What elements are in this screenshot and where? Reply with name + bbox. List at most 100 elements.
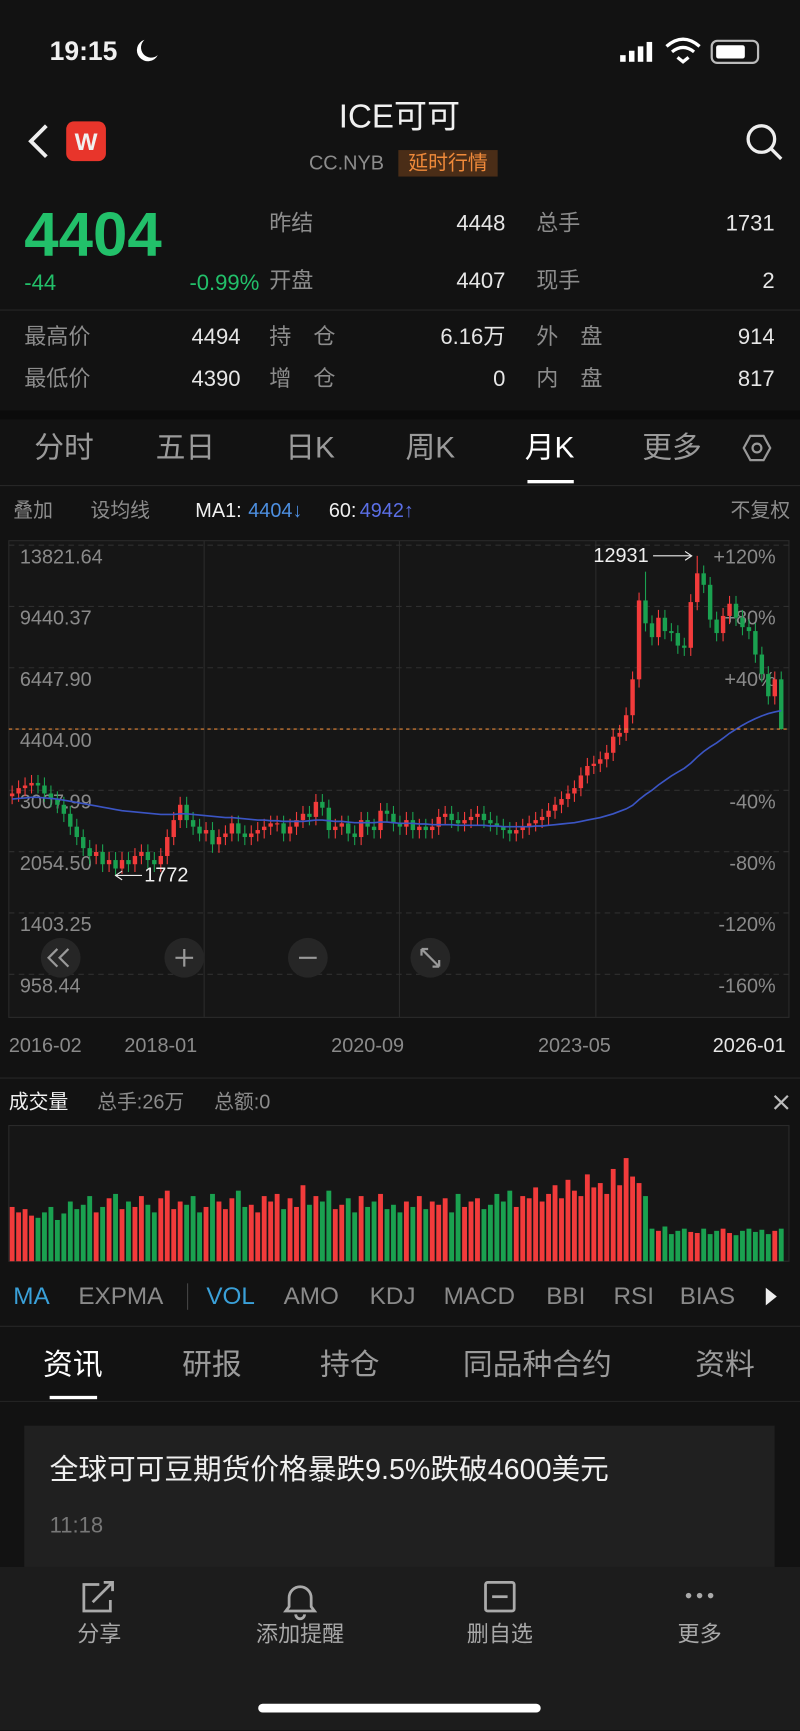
- volume-bar: [578, 1196, 584, 1262]
- volume-bar: [416, 1196, 422, 1262]
- candle-body: [48, 793, 54, 800]
- set-ma-button[interactable]: 设均线: [90, 500, 150, 522]
- scroll-left-button[interactable]: [40, 937, 81, 978]
- settings-button[interactable]: [742, 434, 772, 462]
- search-button[interactable]: [746, 124, 783, 161]
- candle-body: [42, 785, 47, 794]
- candle-body: [145, 852, 151, 861]
- volume-bar: [93, 1212, 99, 1262]
- candle-body: [636, 600, 642, 680]
- volume-bar: [229, 1198, 235, 1262]
- remove-watchlist-button[interactable]: [484, 1580, 516, 1613]
- price: 4404: [24, 201, 162, 270]
- back-button[interactable]: [28, 124, 48, 159]
- candle-body: [766, 674, 771, 697]
- volume-bar: [494, 1193, 500, 1262]
- volume-bar: [630, 1176, 636, 1262]
- candle-body: [410, 820, 416, 831]
- adjust-button[interactable]: 不复权: [730, 500, 790, 522]
- alert-button[interactable]: [283, 1585, 318, 1621]
- max-annotation: 12931: [593, 545, 648, 567]
- period-tab[interactable]: 分时: [34, 432, 94, 465]
- moon-icon: [136, 39, 158, 62]
- candle-body: [539, 816, 545, 821]
- period-tab[interactable]: 五日: [156, 432, 216, 465]
- close-volume-button[interactable]: [773, 1094, 789, 1110]
- field-label: 最高价: [24, 324, 90, 349]
- period-tab-active[interactable]: 月K: [525, 432, 575, 465]
- action-label: 删自选: [467, 1622, 533, 1647]
- section-gap: [0, 410, 800, 420]
- share-button[interactable]: [82, 1580, 114, 1613]
- volume-bar: [332, 1209, 338, 1262]
- volume-bar: [462, 1206, 467, 1262]
- candle-body: [507, 830, 513, 834]
- total-volume: 总手:26万: [97, 1091, 184, 1113]
- candle-body: [565, 793, 571, 800]
- volume-bar: [61, 1213, 67, 1262]
- volume-bar: [268, 1201, 274, 1262]
- volume-bar: [222, 1209, 228, 1262]
- candle-body: [591, 763, 597, 766]
- logo: [66, 121, 106, 162]
- zoom-in-button[interactable]: [164, 937, 205, 978]
- volume-bar: [520, 1196, 526, 1262]
- action-label: 添加提醒: [256, 1622, 344, 1647]
- candle-body: [430, 826, 435, 831]
- indicator-tab[interactable]: BIAS: [680, 1283, 735, 1310]
- candle-body: [61, 804, 67, 814]
- period-tab[interactable]: 更多: [642, 432, 702, 465]
- indicator-tab[interactable]: MACD: [444, 1283, 515, 1310]
- volume-bar: [9, 1206, 15, 1262]
- candle-body: [720, 615, 726, 634]
- candle-body: [733, 603, 739, 618]
- indicator-tab[interactable]: EXPMA: [78, 1283, 164, 1310]
- home-indicator: [258, 1703, 541, 1713]
- candle-body: [165, 837, 170, 856]
- fullscreen-button[interactable]: [410, 937, 451, 978]
- volume-bar: [184, 1204, 190, 1262]
- news-tab[interactable]: 资料: [695, 1348, 755, 1381]
- volume-title: 成交量: [9, 1091, 69, 1113]
- news-tab[interactable]: 持仓: [320, 1348, 380, 1381]
- candle-body: [623, 715, 629, 733]
- candle-body: [9, 793, 15, 797]
- candle-body: [68, 813, 73, 827]
- more-indicators-button[interactable]: [765, 1287, 777, 1306]
- volume-bar: [694, 1233, 700, 1262]
- period-tab[interactable]: 周K: [406, 432, 456, 465]
- volume-bar: [656, 1230, 661, 1262]
- candle-body: [242, 833, 248, 838]
- zoom-out-button[interactable]: [288, 937, 328, 978]
- tag-bg: [398, 150, 498, 177]
- volume-bar: [138, 1196, 144, 1262]
- news-tab[interactable]: 同品种合约: [463, 1348, 612, 1381]
- candle-body: [255, 830, 260, 834]
- news-card[interactable]: [24, 1425, 775, 1575]
- candle-body: [216, 837, 222, 845]
- indicator-tab[interactable]: AMO: [284, 1283, 339, 1310]
- volume-bar: [429, 1201, 435, 1262]
- indicator-tab-active[interactable]: VOL: [206, 1283, 255, 1310]
- news-tab[interactable]: 研报: [182, 1348, 242, 1381]
- volume-bar: [707, 1234, 713, 1262]
- indicator-tab[interactable]: KDJ: [370, 1283, 416, 1310]
- overlay-button[interactable]: 叠加: [13, 500, 53, 522]
- volume-bar: [326, 1190, 332, 1262]
- period-tab[interactable]: 日K: [285, 432, 335, 465]
- indicator-tab-active[interactable]: MA: [13, 1283, 50, 1310]
- field-value: 6.16万: [440, 324, 505, 349]
- volume-bar: [552, 1185, 558, 1262]
- y2-tick-label: +40%: [724, 669, 775, 691]
- volume-bar: [74, 1209, 80, 1262]
- y-tick-label: 4404.00: [20, 730, 92, 752]
- volume-bar: [526, 1198, 532, 1262]
- news-tab-active[interactable]: 资讯: [43, 1348, 103, 1381]
- volume-bar: [371, 1201, 377, 1262]
- candle-body: [22, 785, 28, 789]
- volume-bar: [565, 1179, 571, 1262]
- indicator-tab[interactable]: BBI: [546, 1283, 585, 1310]
- tab-underline: [527, 480, 574, 484]
- more-button[interactable]: [685, 1592, 714, 1599]
- indicator-tab[interactable]: RSI: [614, 1283, 654, 1310]
